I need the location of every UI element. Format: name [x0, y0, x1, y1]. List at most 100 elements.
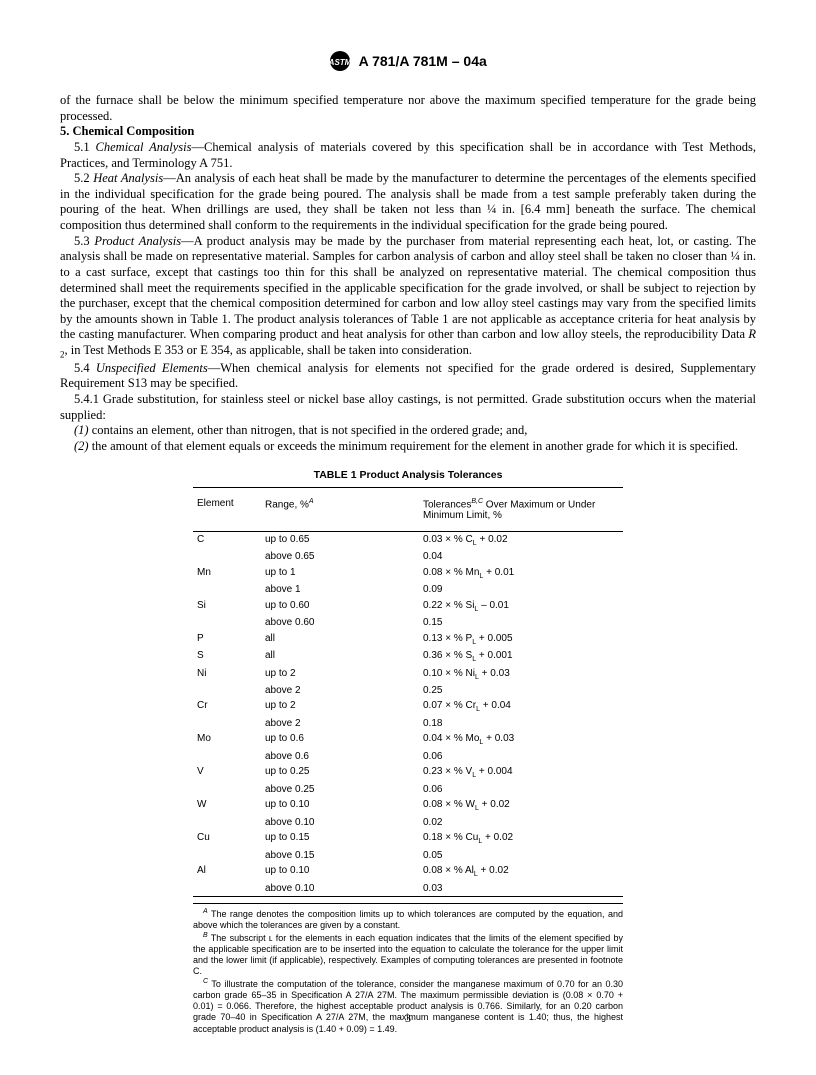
cell-tolerance: 0.15 [419, 615, 623, 631]
th-range: Range, %A [261, 487, 419, 531]
cell-range: up to 2 [261, 698, 419, 715]
th-range-text: Range, % [265, 499, 309, 510]
cell-tolerance: 0.13 × % PL + 0.005 [419, 631, 623, 648]
list-item-2-lead: (2) [74, 439, 89, 453]
para-5-2-lead: 5.2 [74, 171, 93, 185]
table-row: above 10.09 [193, 582, 623, 598]
cell-range: above 2 [261, 683, 419, 699]
cell-range: above 0.15 [261, 848, 419, 864]
cell-range: above 0.65 [261, 549, 419, 565]
footnote-B: B The subscript ʟ for the elements in ea… [193, 932, 623, 978]
table-1: TABLE 1 Product Analysis Tolerances Elem… [193, 469, 623, 898]
table-1-title: TABLE 1 Product Analysis Tolerances [193, 469, 623, 481]
table-row: Pall0.13 × % PL + 0.005 [193, 631, 623, 648]
footnote-A: A The range denotes the composition limi… [193, 908, 623, 932]
cell-range: above 0.6 [261, 749, 419, 765]
table-row: Crup to 20.07 × % CrL + 0.04 [193, 698, 623, 715]
cell-element: C [193, 531, 261, 549]
cell-tolerance: 0.18 [419, 716, 623, 732]
th-range-sup: A [309, 498, 314, 505]
table-row: above 0.60.06 [193, 749, 623, 765]
cell-tolerance: 0.23 × % VL + 0.004 [419, 764, 623, 781]
para-5-4-1: 5.4.1 Grade substitution, for stainless … [60, 392, 756, 423]
para-5-3-lead: 5.3 [74, 234, 94, 248]
cell-range: above 1 [261, 582, 419, 598]
para-5-3-R: R [748, 327, 756, 341]
cell-range: all [261, 631, 419, 648]
cell-element [193, 815, 261, 831]
table-row: above 0.150.05 [193, 848, 623, 864]
cell-tolerance: 0.04 [419, 549, 623, 565]
cell-tolerance: 0.10 × % NiL + 0.03 [419, 666, 623, 683]
cell-tolerance: 0.05 [419, 848, 623, 864]
table-row: Cuup to 0.150.18 × % CuL + 0.02 [193, 830, 623, 847]
cell-range: above 2 [261, 716, 419, 732]
list-item-2: (2) the amount of that element equals or… [60, 439, 756, 455]
table-row: Sall0.36 × % SL + 0.001 [193, 648, 623, 665]
cell-tolerance: 0.08 × % MnL + 0.01 [419, 565, 623, 582]
cell-element [193, 716, 261, 732]
cell-tolerance: 0.08 × % WL + 0.02 [419, 797, 623, 814]
th-tol-text: Tolerances [423, 499, 471, 510]
cell-range: all [261, 648, 419, 665]
para-5-3-body2: , in Test Methods E 353 or E 354, as app… [65, 343, 473, 357]
para-5-1: 5.1 Chemical Analysis—Chemical analysis … [60, 140, 756, 171]
list-item-1-lead: (1) [74, 423, 89, 437]
table-row: above 0.100.03 [193, 881, 623, 897]
cell-element [193, 549, 261, 565]
svg-text:ASTM: ASTM [329, 58, 351, 67]
cell-tolerance: 0.03 × % CL + 0.02 [419, 531, 623, 549]
cell-element: Mn [193, 565, 261, 582]
cell-element [193, 615, 261, 631]
cell-tolerance: 0.09 [419, 582, 623, 598]
table-row: Niup to 20.10 × % NiL + 0.03 [193, 666, 623, 683]
footnote-B-text: The subscript ʟ for the elements in each… [193, 933, 623, 977]
table-row: Mnup to 10.08 × % MnL + 0.01 [193, 565, 623, 582]
cell-element: W [193, 797, 261, 814]
cell-tolerance: 0.04 × % MoL + 0.03 [419, 731, 623, 748]
table-row: above 0.250.06 [193, 782, 623, 798]
cell-element: Cr [193, 698, 261, 715]
astm-logo-icon: ASTM [329, 50, 351, 75]
cell-element: Ni [193, 666, 261, 683]
tolerances-table: Element Range, %A TolerancesB,C Over Max… [193, 487, 623, 898]
cell-range: above 0.10 [261, 815, 419, 831]
cell-tolerance: 0.22 × % SiL – 0.01 [419, 598, 623, 615]
cell-element: Mo [193, 731, 261, 748]
list-item-1: (1) contains an element, other than nitr… [60, 423, 756, 439]
para-5-2-head: Heat Analysis [93, 171, 163, 185]
cell-tolerance: 0.25 [419, 683, 623, 699]
continuation-para: of the furnace shall be below the minimu… [60, 93, 756, 124]
cell-element [193, 782, 261, 798]
para-5-2-body: —An analysis of each heat shall be made … [60, 171, 756, 232]
table-body: Cup to 0.650.03 × % CL + 0.02above 0.650… [193, 531, 623, 896]
para-5-3: 5.3 Product Analysis—A product analysis … [60, 234, 756, 361]
cell-element: V [193, 764, 261, 781]
cell-range: above 0.60 [261, 615, 419, 631]
designation: A 781/A 781M – 04a [359, 53, 487, 69]
cell-range: up to 0.65 [261, 531, 419, 549]
cell-element: P [193, 631, 261, 648]
cell-tolerance: 0.07 × % CrL + 0.04 [419, 698, 623, 715]
cell-tolerance: 0.08 × % AlL + 0.02 [419, 863, 623, 880]
table-row: Cup to 0.650.03 × % CL + 0.02 [193, 531, 623, 549]
table-row: Wup to 0.100.08 × % WL + 0.02 [193, 797, 623, 814]
para-5-4-head: Unspecified Elements [96, 361, 208, 375]
section-5-title: 5. Chemical Composition [60, 124, 756, 140]
cell-element: Si [193, 598, 261, 615]
cell-element [193, 881, 261, 897]
list-item-1-body: contains an element, other than nitrogen… [89, 423, 528, 437]
para-5-3-body1: —A product analysis may be made by the p… [60, 234, 756, 342]
cell-range: up to 0.15 [261, 830, 419, 847]
th-element: Element [193, 487, 261, 531]
cell-tolerance: 0.03 [419, 881, 623, 897]
cell-element [193, 582, 261, 598]
table-row: above 0.650.04 [193, 549, 623, 565]
cell-element: Cu [193, 830, 261, 847]
cell-tolerance: 0.18 × % CuL + 0.02 [419, 830, 623, 847]
cell-tolerance: 0.06 [419, 782, 623, 798]
table-header-row: Element Range, %A TolerancesB,C Over Max… [193, 487, 623, 531]
cell-range: up to 1 [261, 565, 419, 582]
table-row: above 20.18 [193, 716, 623, 732]
page-number: 3 [0, 1011, 816, 1026]
